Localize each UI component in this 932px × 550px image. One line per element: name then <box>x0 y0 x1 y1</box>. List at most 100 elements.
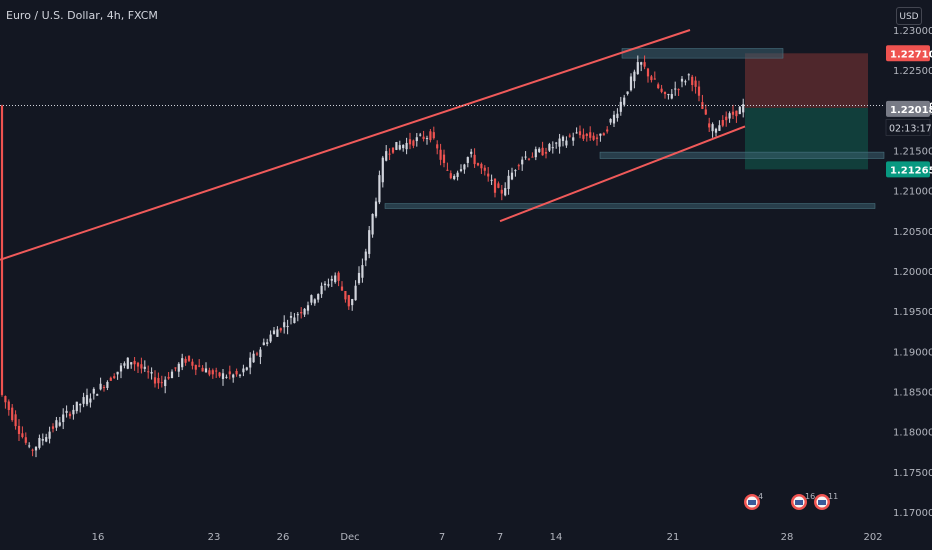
candle-body <box>41 438 44 441</box>
candle-body <box>646 68 650 77</box>
candle-body <box>742 104 745 113</box>
candle-body <box>130 362 133 365</box>
candle-body <box>96 394 99 396</box>
price-label-bg <box>886 100 930 117</box>
stop-loss-zone[interactable] <box>745 53 868 108</box>
candle-body <box>164 379 167 387</box>
candle-body <box>123 363 126 366</box>
candle-body <box>381 157 384 183</box>
candle-body <box>592 135 595 140</box>
candle-body <box>650 76 653 81</box>
candle-body <box>177 363 180 372</box>
candle-body <box>721 120 724 126</box>
candle-body <box>619 101 622 112</box>
candle-body <box>568 135 571 137</box>
candle-body <box>711 124 714 132</box>
candle-body <box>585 133 588 136</box>
candle-body <box>323 283 327 286</box>
candle-body <box>517 165 520 167</box>
candle-body <box>221 373 225 379</box>
candle-body <box>204 368 208 373</box>
candle-body <box>228 371 231 375</box>
candle-body <box>521 159 524 165</box>
price-label: 1.22018 <box>890 105 932 116</box>
x-tick-label: 7 <box>439 532 445 543</box>
event-count: 4 <box>758 492 763 501</box>
take-profit-zone[interactable] <box>745 107 868 170</box>
candle-body <box>198 365 201 367</box>
candle-body <box>85 395 89 405</box>
candle-body <box>398 145 401 150</box>
event-count: 11 <box>828 492 838 501</box>
candle-body <box>368 230 371 254</box>
candle-body <box>412 140 415 146</box>
support-zone-2[interactable] <box>599 151 885 159</box>
price-label-bg <box>886 45 930 62</box>
y-tick-label: 1.17000 <box>893 508 932 519</box>
candle-body <box>17 425 21 434</box>
candle-body <box>578 131 582 136</box>
candle-body <box>116 371 119 375</box>
candle-body <box>181 358 184 368</box>
x-tick-label: 202 <box>863 532 882 543</box>
candle-body <box>453 175 456 179</box>
candle-body <box>388 153 391 155</box>
candle-body <box>487 173 490 177</box>
chart-title: Euro / U.S. Dollar, 4h, FXCM <box>6 9 158 22</box>
candle-body <box>432 132 435 139</box>
candle-body <box>463 164 466 170</box>
candle-body <box>109 377 112 381</box>
candle-body <box>99 383 102 390</box>
candle-body <box>466 157 469 163</box>
x-tick-label: 16 <box>92 532 105 543</box>
candle-body <box>731 111 735 115</box>
candle-body <box>551 147 554 149</box>
candle-body <box>728 113 731 119</box>
candle-body <box>89 398 92 403</box>
candle-body <box>623 97 626 105</box>
candle-body <box>643 62 646 67</box>
y-tick-label: 1.21500 <box>893 147 932 158</box>
candle-body <box>459 169 463 172</box>
candle-body <box>609 118 612 123</box>
candle-body <box>136 362 140 367</box>
candle-body <box>303 308 306 315</box>
candle-body <box>565 140 568 146</box>
x-tick-label: 26 <box>277 532 290 543</box>
support-zone-3[interactable] <box>384 203 876 209</box>
candle-body <box>79 403 82 406</box>
candle-body <box>262 342 265 346</box>
candle-body <box>14 414 17 427</box>
candle-body <box>283 322 286 328</box>
candle-body <box>446 169 449 171</box>
candle-body <box>456 172 459 177</box>
trendline-2[interactable] <box>499 125 746 223</box>
candle-body <box>0 105 4 395</box>
candle-body <box>143 366 146 369</box>
candle-body <box>238 374 242 376</box>
candle-body <box>670 94 673 99</box>
candle-body <box>38 437 41 448</box>
candle-body <box>694 80 697 87</box>
candle-body <box>439 149 442 160</box>
candle-body <box>442 154 446 163</box>
candle-body <box>626 91 629 94</box>
candle-body <box>249 357 252 368</box>
candle-body <box>572 137 575 141</box>
candle-body <box>245 367 248 370</box>
candle-body <box>235 370 238 375</box>
x-tick-label: 14 <box>550 532 563 543</box>
candle-body <box>653 78 656 80</box>
currency-button[interactable]: USD <box>896 7 922 25</box>
candle-body <box>680 78 684 82</box>
candle-body <box>405 142 408 150</box>
trendline-1[interactable] <box>0 29 691 261</box>
candle-body <box>31 449 34 451</box>
candle-body <box>65 410 68 413</box>
event-flag-stripe <box>748 500 756 505</box>
support-zone-1[interactable] <box>621 48 784 59</box>
candle-body <box>595 137 599 139</box>
candle-body <box>534 149 537 158</box>
candle-body <box>208 370 211 375</box>
